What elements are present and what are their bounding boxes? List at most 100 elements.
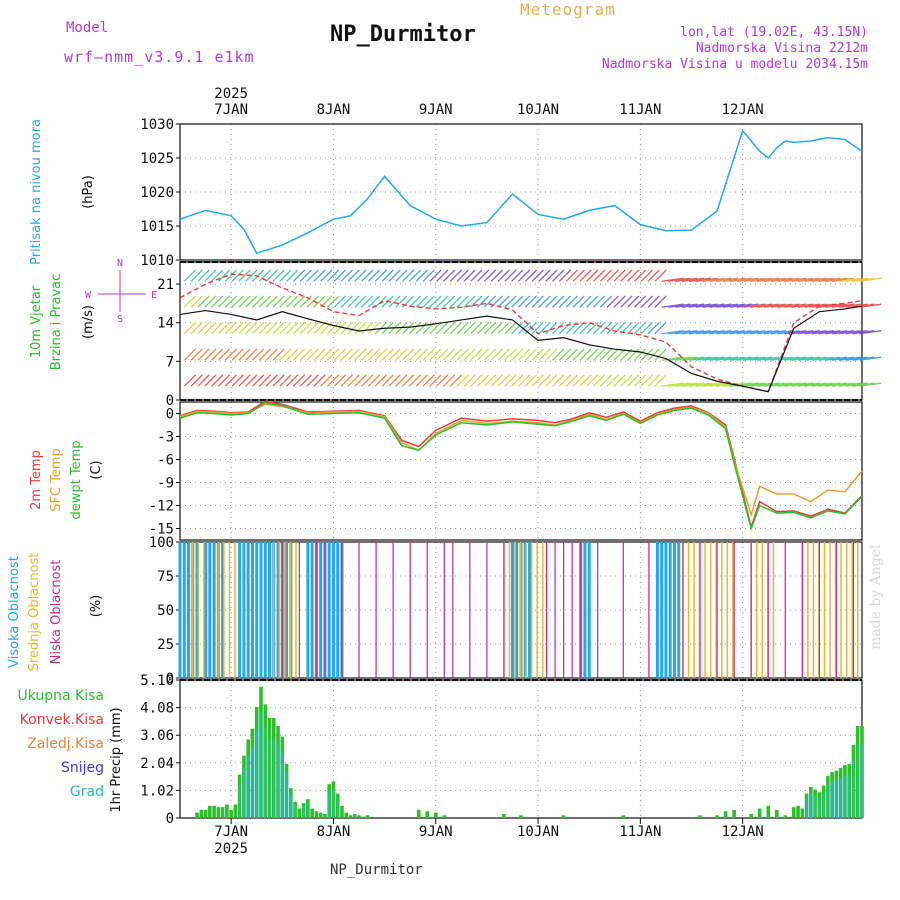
wind-barb xyxy=(627,374,640,387)
wind-barb xyxy=(231,348,244,361)
precip-hail-bar xyxy=(268,737,271,818)
wind-barb xyxy=(511,295,524,308)
wind-barb xyxy=(538,321,551,335)
wind-barb xyxy=(320,269,333,282)
cloud-low-bar xyxy=(563,542,565,678)
precip-hail-bar xyxy=(848,774,851,818)
wind-barb xyxy=(429,269,442,282)
wind-barb xyxy=(340,374,353,387)
precip-total-bar xyxy=(199,809,204,818)
wind-barb xyxy=(531,374,544,387)
cloud-high-bar xyxy=(238,542,242,678)
cloud-mid-bar xyxy=(732,542,734,678)
cloud-mid-bar xyxy=(856,542,859,678)
compass-east: E xyxy=(151,290,157,301)
wind-barb xyxy=(483,321,497,335)
y-tick-label: 100 xyxy=(149,535,174,551)
wind-barb xyxy=(818,356,841,361)
wind-barb xyxy=(463,321,476,335)
wind-barb xyxy=(524,348,538,361)
wind-barb xyxy=(415,374,428,387)
cloud-high-bar xyxy=(306,542,310,678)
cloud-high-bar xyxy=(319,542,323,678)
precip-hail-bar xyxy=(861,744,863,818)
wind-barb xyxy=(818,277,841,282)
wind-barb xyxy=(606,374,619,387)
cloud-mid-bar xyxy=(203,542,205,678)
precip-total-bar xyxy=(796,805,800,818)
wind-barb xyxy=(777,330,800,335)
wind-barb xyxy=(402,321,415,335)
cloud-high-bar xyxy=(515,542,519,678)
wind-barb xyxy=(695,382,718,387)
wind-barb xyxy=(825,382,848,387)
wind-barb xyxy=(292,269,306,282)
wind-barb xyxy=(565,374,578,387)
wind-barb xyxy=(504,295,517,308)
cloud-high-bar xyxy=(204,542,208,678)
wind-barb xyxy=(361,269,374,282)
wind-barb xyxy=(736,277,759,282)
wind-barb xyxy=(327,321,340,335)
wind-barb xyxy=(258,374,272,387)
wind-barb xyxy=(306,348,319,361)
precip-total-bar xyxy=(348,815,353,818)
cloud-high-bar xyxy=(276,542,280,678)
wind-barb xyxy=(709,303,732,308)
precip-total-bar xyxy=(732,809,736,818)
wind-barb xyxy=(511,348,524,361)
wind-barb xyxy=(204,321,217,335)
wind-barb xyxy=(279,295,292,308)
wind-barb xyxy=(204,374,217,387)
wind-barb xyxy=(361,348,374,361)
wind-barb xyxy=(252,348,265,361)
wind-barb xyxy=(675,356,698,361)
wind-barb xyxy=(811,303,834,308)
wind-barb xyxy=(320,348,333,361)
cloud-high-bar xyxy=(208,542,212,678)
x-year-label-bottom: 2025 xyxy=(214,841,248,857)
wind-barb xyxy=(252,374,265,387)
wind-barb xyxy=(757,330,780,335)
cloud-high-bar xyxy=(246,542,250,678)
wind-barb xyxy=(845,356,868,361)
cloud-low-bar xyxy=(716,542,718,678)
wind-barb xyxy=(627,321,640,335)
wind-barb xyxy=(333,295,347,308)
wind-barb xyxy=(245,321,258,335)
cloud-high-bar xyxy=(327,542,331,678)
wind-barb xyxy=(354,374,367,387)
cloud-high-bar xyxy=(195,542,199,678)
wind-barb xyxy=(572,321,585,335)
wind-barb xyxy=(784,277,807,282)
wind-barb xyxy=(784,382,807,387)
wind-barb xyxy=(190,269,203,282)
wind-barb xyxy=(565,269,578,282)
cloud-low-bar xyxy=(545,542,548,678)
wind-barb xyxy=(422,295,435,308)
wind-barb xyxy=(709,330,732,335)
wind-barb xyxy=(647,269,660,282)
wind-barbs xyxy=(183,269,882,387)
wind-barb xyxy=(217,269,231,282)
cloud-high-bar xyxy=(221,542,225,678)
wind-barb xyxy=(682,356,704,361)
cloud-mid-bar xyxy=(223,542,225,678)
precip-total-bar xyxy=(757,808,762,818)
wind-barb xyxy=(791,303,814,308)
wind-barb xyxy=(620,295,633,308)
wind-barb xyxy=(211,374,224,387)
wind-barb xyxy=(777,303,800,308)
wind-barb xyxy=(313,269,326,282)
wind-barb xyxy=(606,321,619,335)
wind-barb xyxy=(354,348,367,361)
wind-barb xyxy=(702,303,725,308)
precip-hail-bar xyxy=(281,753,284,818)
wind-barb xyxy=(640,295,653,308)
wind-barb xyxy=(647,321,660,335)
cloud-high-bar xyxy=(655,542,659,678)
wind-barb xyxy=(763,330,786,335)
wind-barb xyxy=(620,269,633,282)
wind-barb xyxy=(265,374,278,387)
